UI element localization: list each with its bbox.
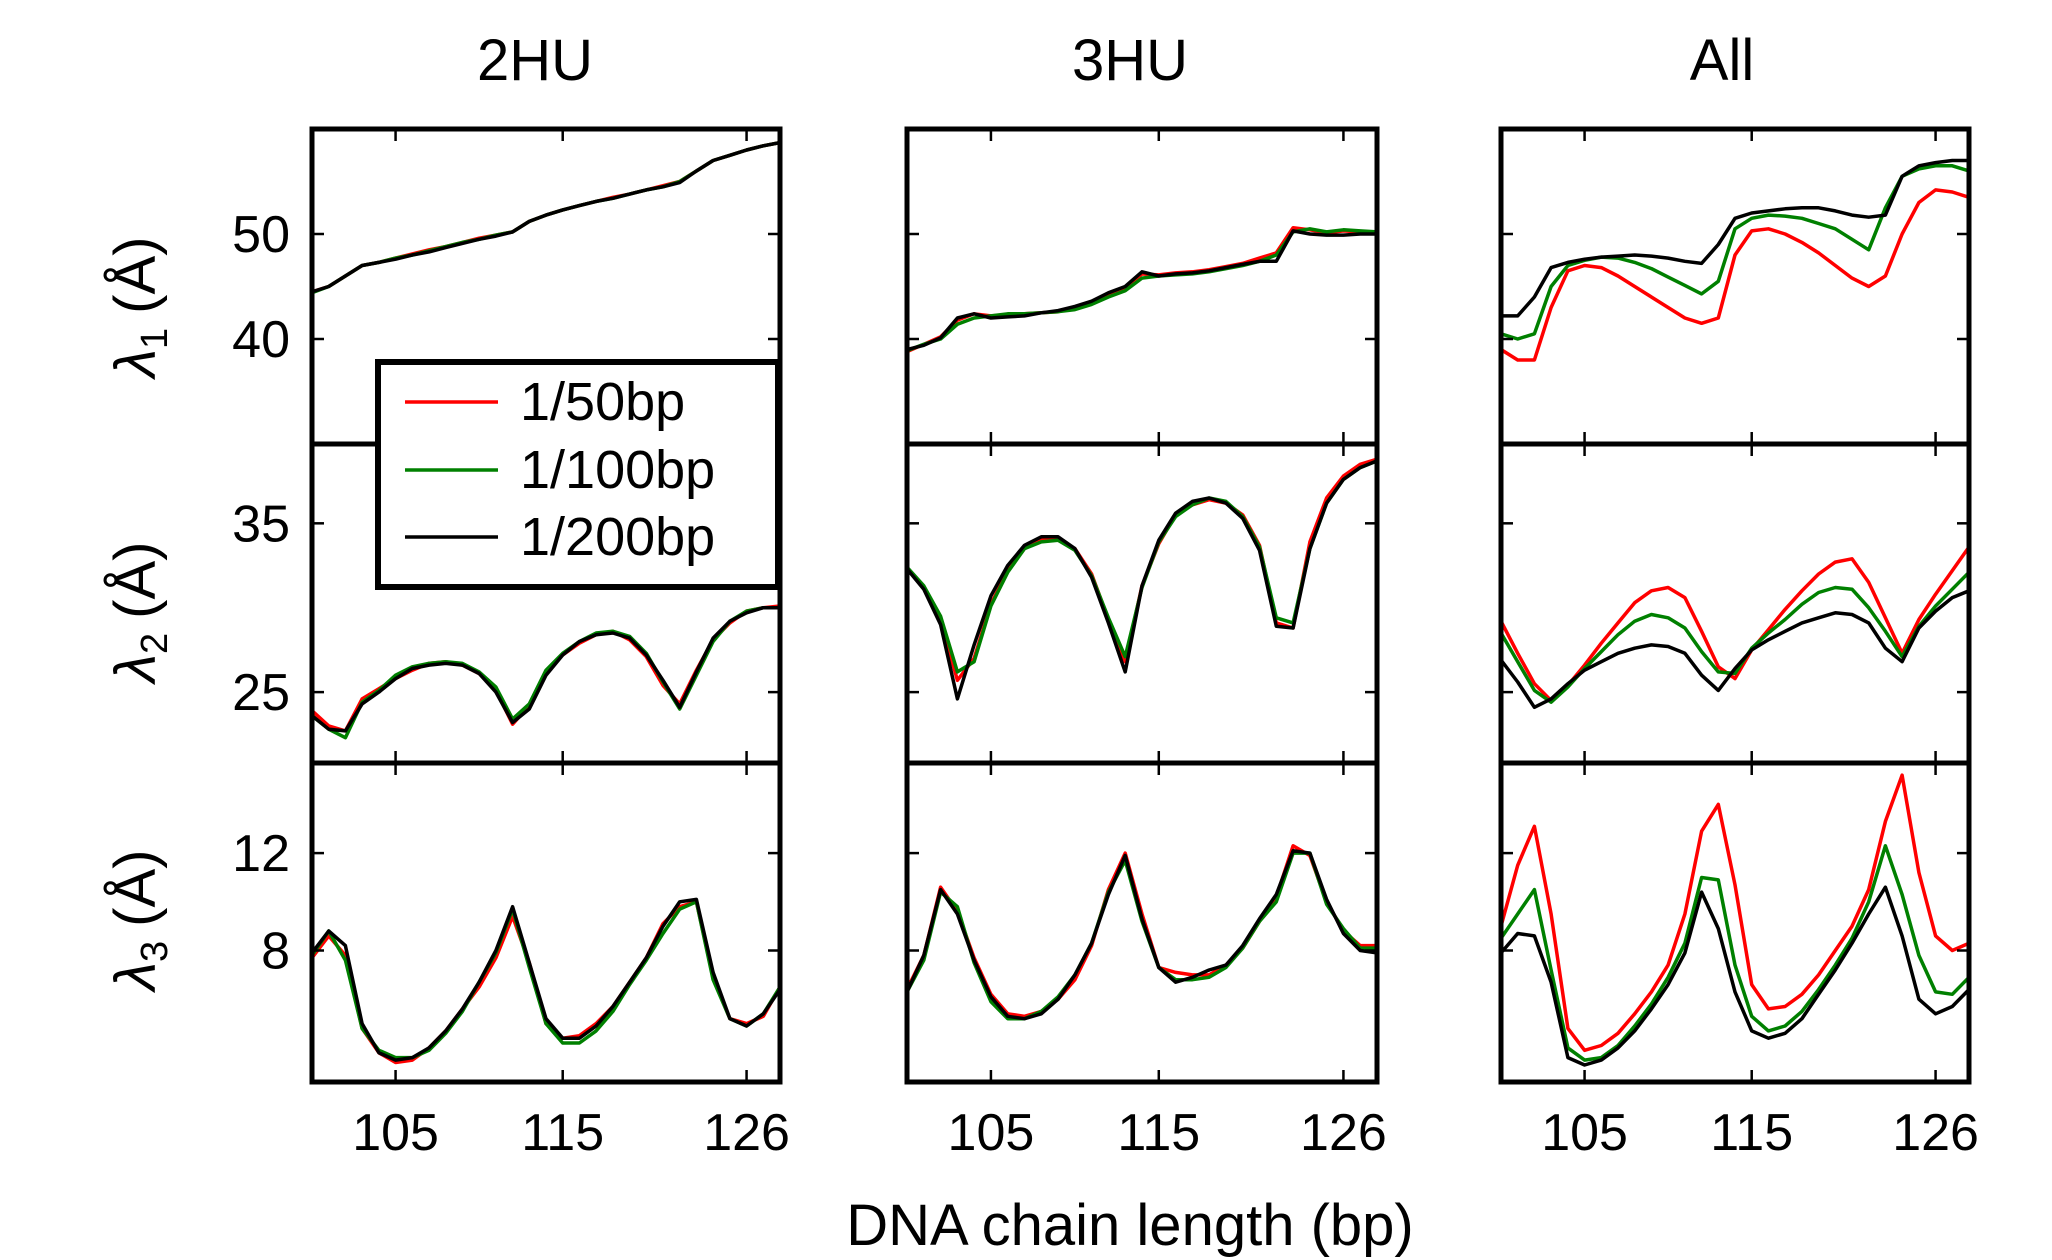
series-line-1-50bp <box>312 900 780 1065</box>
x-tick-label: 126 <box>1892 1104 1979 1162</box>
legend: 1/50bp 1/100bp 1/200bp <box>375 359 781 590</box>
row-y-labels: λ1(Å) λ2(Å) λ3(Å) <box>103 236 176 993</box>
row2-y-label: λ2 (Å) <box>103 541 176 685</box>
series-line-1-100bp <box>1501 844 1969 1062</box>
panel-frame <box>1498 126 1972 447</box>
series-line-1-200bp <box>907 229 1377 352</box>
panel-frame <box>904 441 1380 766</box>
series-line-1-100bp <box>907 227 1377 353</box>
series-line-1-200bp <box>1501 885 1969 1067</box>
series-line-1-50bp <box>312 140 780 294</box>
series-line-1-50bp <box>1501 545 1969 703</box>
series-line-1-200bp <box>907 848 1377 1021</box>
y-tick-label: 50 <box>232 206 290 264</box>
x-axis-label: DNA chain length (bp) <box>846 1193 1413 1258</box>
column-title-all: All <box>1690 28 1754 93</box>
column-titles: 2HU 3HU All <box>477 28 1754 93</box>
x-tick-labels: 105 115 126 105 115 126 105 115 126 <box>352 1104 1979 1162</box>
row1-y-symbol: λ <box>103 349 168 381</box>
legend-box <box>375 359 781 590</box>
panel-frame <box>1498 760 1972 1085</box>
series-line-1-50bp <box>907 844 1377 1019</box>
x-tick-label: 126 <box>703 1104 790 1162</box>
y-tick-label: 35 <box>232 495 290 553</box>
panel-r1-c1: 40 50 <box>232 126 783 447</box>
x-tick-label: 105 <box>352 1104 439 1162</box>
series-line-1-200bp <box>312 897 780 1062</box>
panel-frame <box>904 126 1380 447</box>
column-title-3hu: 3HU <box>1072 28 1188 93</box>
row3-y-subscript: 3 <box>134 941 176 962</box>
y-tick-label: 25 <box>232 664 290 722</box>
legend-label-1-50bp: 1/50bp <box>520 372 685 432</box>
column-title-2hu: 2HU <box>477 28 593 93</box>
series-line-1-200bp <box>312 140 780 294</box>
row2-y-unit: (Å) <box>103 541 168 618</box>
panel-frame <box>309 760 783 1085</box>
x-tick-label: 105 <box>948 1104 1035 1162</box>
panel-r3-c1: 8 12 <box>232 760 783 1085</box>
row2-y-subscript: 2 <box>134 633 176 654</box>
series-line-1-200bp <box>1501 589 1969 710</box>
row3-y-unit: (Å) <box>103 849 168 926</box>
row1-y-subscript: 1 <box>134 328 176 349</box>
panel-r3-c3 <box>1498 760 1972 1085</box>
panel-r1-c2 <box>904 126 1380 447</box>
row1-y-label: λ1 (Å) <box>103 236 176 380</box>
series-line-1-100bp <box>312 140 780 295</box>
row3-y-symbol: λ <box>103 962 168 994</box>
x-tick-label: 126 <box>1300 1104 1387 1162</box>
series-line-1-50bp <box>1501 773 1969 1053</box>
legend-label-1-100bp: 1/100bp <box>520 440 715 500</box>
panel-r2-c2 <box>904 441 1380 766</box>
x-tick-label: 115 <box>1117 1104 1200 1162</box>
row3-y-label: λ3 (Å) <box>103 849 176 993</box>
legend-label-1-200bp: 1/200bp <box>520 507 715 567</box>
panel-r1-c3 <box>1498 126 1972 447</box>
series-line-1-200bp <box>907 459 1377 701</box>
series-line-1-50bp <box>907 225 1377 354</box>
y-tick-label: 40 <box>232 311 290 369</box>
panel-r3-c2 <box>904 760 1380 1085</box>
series-line-1-200bp <box>1501 158 1969 318</box>
x-tick-label: 115 <box>521 1104 604 1162</box>
x-tick-label: 115 <box>1710 1104 1793 1162</box>
panel-r2-c3 <box>1498 441 1972 766</box>
series-line-1-200bp <box>312 605 780 733</box>
series-line-1-50bp <box>1501 188 1969 362</box>
panels: 40 50 25 35 8 12 <box>232 126 1972 1085</box>
x-tick-label: 105 <box>1541 1104 1628 1162</box>
series-line-1-100bp <box>312 900 780 1060</box>
row1-y-unit: (Å) <box>103 236 168 313</box>
y-tick-label: 12 <box>232 825 290 883</box>
panel-frame <box>1498 441 1972 766</box>
series-line-1-100bp <box>907 851 1377 1021</box>
y-tick-label: 8 <box>261 923 290 981</box>
row2-y-symbol: λ <box>103 654 168 686</box>
panel-frame <box>904 760 1380 1085</box>
